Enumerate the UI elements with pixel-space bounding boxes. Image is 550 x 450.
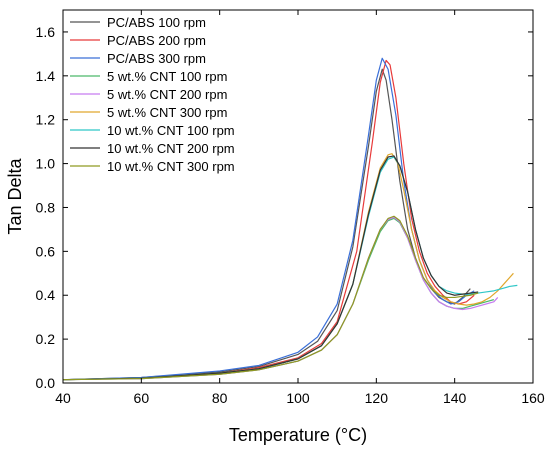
series-line-6	[62, 153, 514, 381]
x-tick-label: 40	[55, 390, 71, 406]
legend-label-5: 5 wt.% CNT 200 rpm	[107, 87, 227, 102]
y-tick-label: 0.4	[36, 287, 56, 303]
series-line-5	[62, 216, 499, 381]
y-tick-label: 1.6	[36, 24, 56, 40]
legend-label-8: 10 wt.% CNT 200 rpm	[107, 141, 235, 156]
series-line-8	[62, 155, 479, 381]
series-layer	[62, 57, 518, 381]
y-tick-label: 1.0	[36, 156, 56, 172]
legend-label-7: 10 wt.% CNT 100 rpm	[107, 123, 235, 138]
legend-label-6: 5 wt.% CNT 300 rpm	[107, 105, 227, 120]
legend-label-3: PC/ABS 300 rpm	[107, 51, 206, 66]
y-tick-label: 1.4	[36, 68, 56, 84]
legend-label-4: 5 wt.% CNT 100 rpm	[107, 69, 227, 84]
series-line-3	[62, 57, 475, 381]
x-tick-label: 100	[286, 390, 310, 406]
y-tick-label: 0.0	[36, 375, 56, 391]
x-axis-title: Temperature (°C)	[229, 425, 367, 445]
legend-label-9: 10 wt.% CNT 300 rpm	[107, 159, 235, 174]
legend-label-2: PC/ABS 200 rpm	[107, 33, 206, 48]
x-tick-label: 140	[443, 390, 467, 406]
series-line-4	[62, 217, 494, 381]
ticks-layer: 40 60 80 100 120 140 160 0.0 0.2 0.4 0.6 0.8 1.0 1.2 1…	[36, 10, 545, 406]
x-tick-label: 80	[212, 390, 228, 406]
y-tick-label: 0.6	[36, 243, 56, 259]
y-tick-label: 0.8	[36, 199, 56, 215]
legend-label-1: PC/ABS 100 rpm	[107, 15, 206, 30]
x-tick-label: 60	[134, 390, 150, 406]
x-tick-label: 120	[365, 390, 389, 406]
x-tick-label: 160	[521, 390, 545, 406]
series-line-7	[62, 156, 518, 381]
legend: PC/ABS 100 rpm PC/ABS 200 rpm PC/ABS 300 r…	[70, 15, 235, 174]
series-line-9	[62, 215, 479, 381]
y-tick-label: 1.2	[36, 112, 56, 128]
y-tick-label: 0.2	[36, 331, 56, 347]
y-axis-title: Tan Delta	[5, 157, 25, 234]
